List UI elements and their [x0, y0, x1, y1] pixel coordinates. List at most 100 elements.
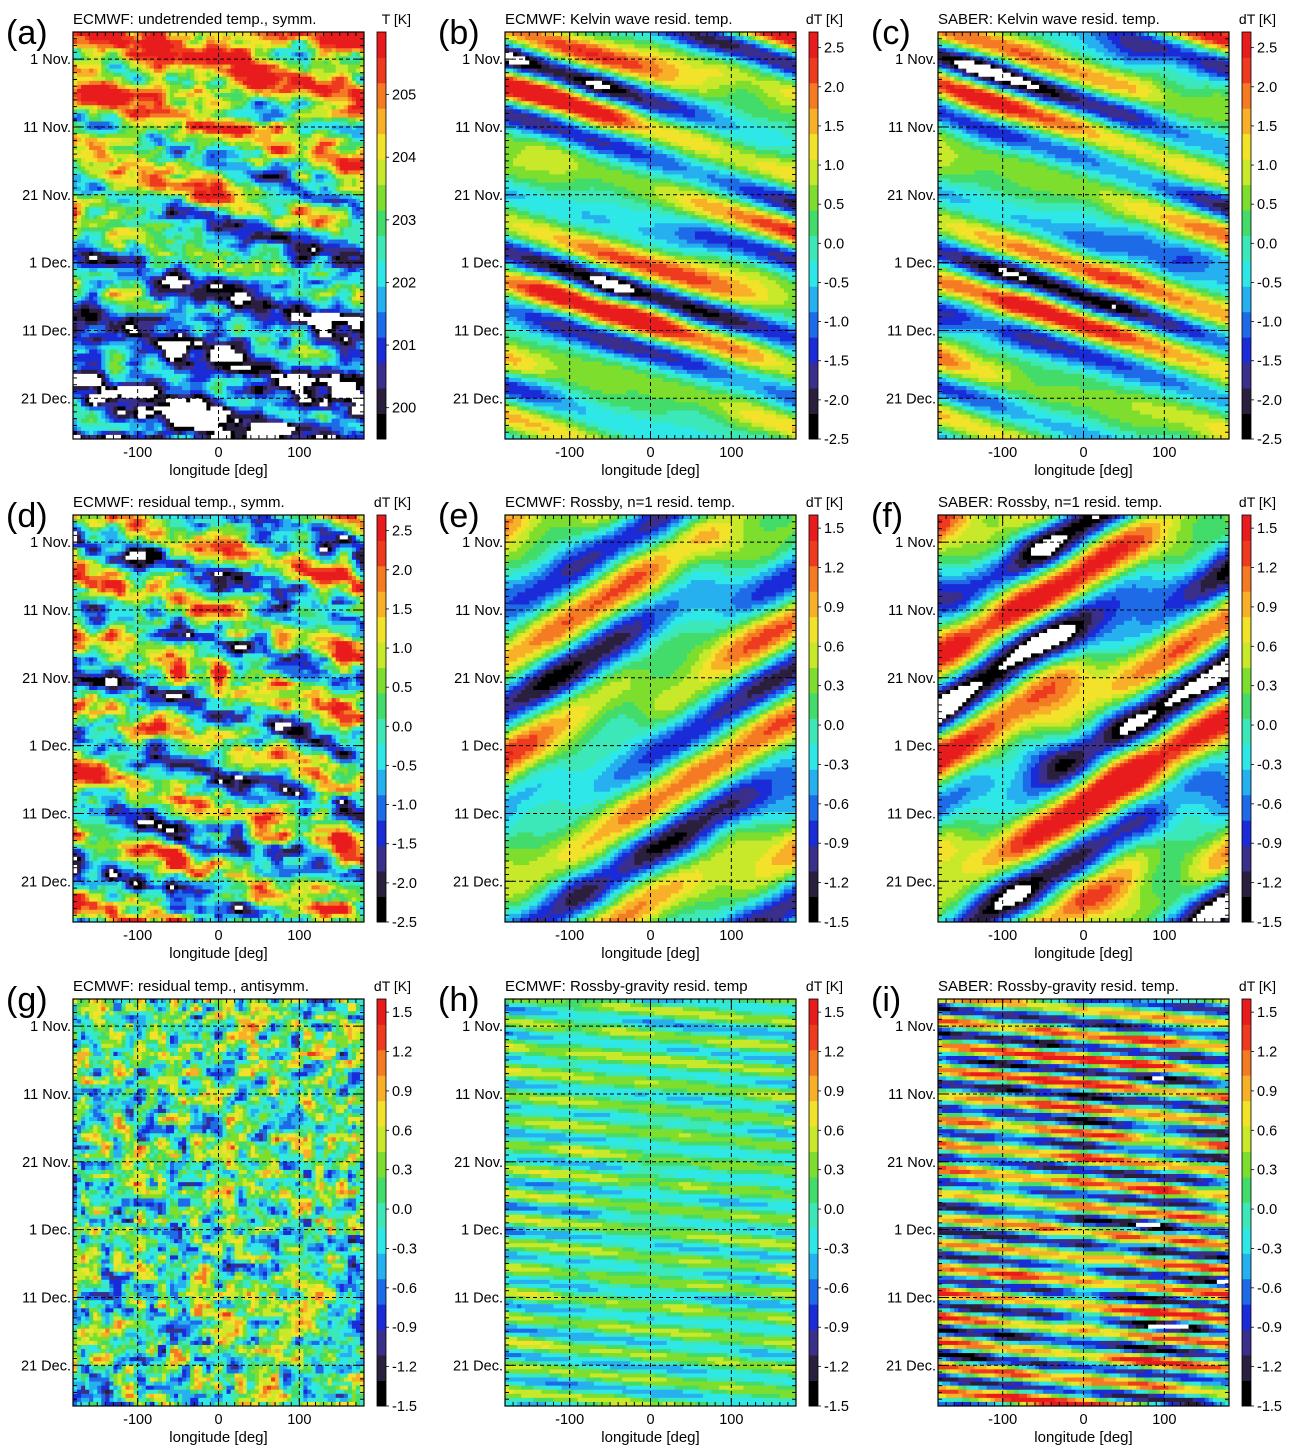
heatmap-cell — [113, 117, 117, 121]
heatmap-cell — [219, 113, 223, 117]
heatmap-cell — [105, 48, 109, 52]
heatmap-cell — [247, 36, 251, 40]
heatmap-cell — [81, 97, 85, 101]
heatmap-cell — [263, 109, 267, 113]
heatmap-cell — [336, 65, 340, 69]
heatmap-cell — [109, 109, 113, 113]
heatmap-cell — [117, 52, 121, 56]
heatmap-cell — [287, 48, 291, 52]
heatmap-cell — [178, 65, 182, 69]
heatmap-cell — [85, 40, 89, 44]
heatmap-cell — [77, 48, 81, 52]
heatmap-cell — [182, 117, 186, 121]
heatmap-cell — [275, 36, 279, 40]
heatmap-cell — [352, 117, 356, 121]
heatmap-cell — [117, 101, 121, 105]
heatmap-cell — [202, 113, 206, 117]
heatmap-cell — [316, 117, 320, 121]
heatmap-cell — [227, 48, 231, 52]
heatmap-cell — [117, 93, 121, 97]
heatmap-cell — [324, 101, 328, 105]
heatmap-cell — [89, 69, 93, 73]
heatmap-cell — [202, 44, 206, 48]
heatmap-cell — [283, 77, 287, 81]
heatmap-cell — [210, 73, 214, 77]
heatmap-cell — [336, 113, 340, 117]
heatmap-cell — [122, 117, 126, 121]
heatmap-cell — [166, 81, 170, 85]
heatmap-cell — [283, 36, 287, 40]
heatmap-cell — [130, 85, 134, 89]
heatmap-cell — [231, 122, 235, 126]
heatmap-cell — [320, 101, 324, 105]
heatmap-cell — [81, 77, 85, 81]
heatmap-cell — [259, 32, 263, 36]
heatmap-cell — [219, 117, 223, 121]
heatmap-cell — [227, 89, 231, 93]
heatmap-cell — [267, 77, 271, 81]
heatmap-cell — [320, 36, 324, 40]
heatmap-cell — [231, 77, 235, 81]
heatmap-cell — [235, 52, 239, 56]
heatmap-cell — [303, 48, 307, 52]
heatmap-cell — [227, 44, 231, 48]
heatmap-cell — [170, 44, 174, 48]
heatmap-cell — [219, 122, 223, 126]
heatmap-cell — [255, 73, 259, 77]
heatmap-cell — [113, 36, 117, 40]
heatmap-cell — [77, 97, 81, 101]
heatmap-cell — [190, 36, 194, 40]
heatmap-cell — [202, 97, 206, 101]
heatmap-cell — [352, 93, 356, 97]
heatmap-cell — [307, 85, 311, 89]
heatmap-cell — [77, 105, 81, 109]
heatmap-cell — [130, 97, 134, 101]
heatmap-cell — [138, 117, 142, 121]
heatmap-cell — [170, 97, 174, 101]
heatmap-cell — [320, 113, 324, 117]
heatmap-cell — [105, 89, 109, 93]
heatmap-cell — [146, 52, 150, 56]
heatmap-cell — [146, 32, 150, 36]
heatmap-cell — [206, 89, 210, 93]
heatmap-cell — [138, 52, 142, 56]
heatmap-cell — [255, 85, 259, 89]
heatmap-cell — [223, 44, 227, 48]
heatmap-cell — [340, 65, 344, 69]
heatmap-cell — [198, 97, 202, 101]
heatmap-cell — [101, 101, 105, 105]
heatmap-cell — [255, 93, 259, 97]
heatmap-cell — [174, 77, 178, 81]
heatmap-cell — [202, 85, 206, 89]
heatmap-cell — [174, 52, 178, 56]
heatmap-cell — [291, 36, 295, 40]
heatmap-cell — [324, 36, 328, 40]
heatmap-cell — [332, 89, 336, 93]
heatmap-cell — [247, 113, 251, 117]
heatmap-cell — [85, 60, 89, 64]
heatmap-cell — [316, 105, 320, 109]
heatmap-cell — [81, 32, 85, 36]
heatmap-cell — [166, 117, 170, 121]
heatmap-cell — [81, 36, 85, 40]
heatmap-cell — [154, 40, 158, 44]
heatmap-cell — [235, 36, 239, 40]
heatmap-cell — [178, 122, 182, 126]
heatmap-cell — [109, 117, 113, 121]
heatmap-cell — [89, 93, 93, 97]
heatmap-cell — [259, 97, 263, 101]
heatmap-cell — [332, 52, 336, 56]
heatmap-cell — [89, 97, 93, 101]
heatmap-cell — [109, 97, 113, 101]
heatmap-cell — [251, 60, 255, 64]
heatmap-cell — [109, 36, 113, 40]
heatmap-cell — [126, 44, 130, 48]
heatmap-cell — [227, 113, 231, 117]
heatmap-cell — [142, 81, 146, 85]
heatmap-cell — [113, 65, 117, 69]
heatmap-cell — [227, 97, 231, 101]
heatmap-cell — [227, 36, 231, 40]
heatmap-cell — [130, 81, 134, 85]
heatmap-cell — [251, 32, 255, 36]
